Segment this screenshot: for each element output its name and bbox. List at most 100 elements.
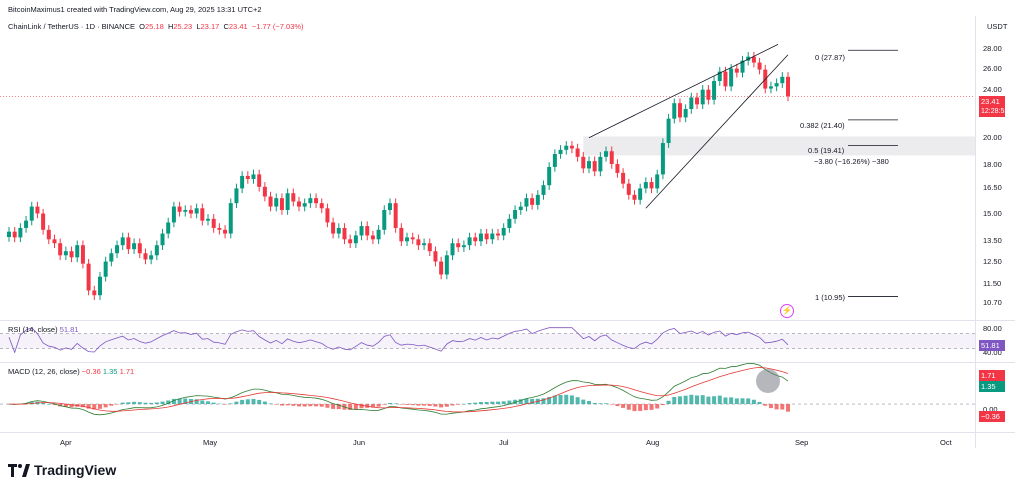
macd-histogram-bar xyxy=(734,398,739,405)
candle-body xyxy=(712,81,717,100)
candle-body xyxy=(513,210,518,219)
macd-histogram-bar xyxy=(643,404,648,411)
measure-label: −3.80 (−16.26%) −380 xyxy=(814,157,889,166)
candle-body xyxy=(80,245,85,264)
macd-histogram-bar xyxy=(672,396,677,405)
candle-body xyxy=(342,227,347,240)
macd-histogram-bar xyxy=(780,404,785,410)
candle-body xyxy=(291,193,296,202)
macd-histogram-bar xyxy=(768,404,773,409)
price-tick-label: 18.00 xyxy=(983,160,1002,170)
candle-body xyxy=(274,198,279,207)
tradingview-logo[interactable]: TradingView xyxy=(8,462,116,478)
x-label-jun: Jun xyxy=(353,438,366,447)
candle-body xyxy=(348,239,353,244)
price-tick-label: 10.70 xyxy=(983,297,1002,307)
macd-histogram-bar xyxy=(109,404,114,406)
macd-histogram-bar xyxy=(626,404,631,410)
macd-histogram-bar xyxy=(92,404,97,410)
macd-histogram-bar xyxy=(177,398,182,405)
macd-histogram-bar xyxy=(314,404,319,407)
candle-body xyxy=(717,71,722,82)
price-tick-label: 12.50 xyxy=(983,256,1002,266)
macd-histogram-bar xyxy=(558,394,563,405)
macd-histogram-bar xyxy=(586,401,591,405)
change-value: −1.77 (−7.03%) xyxy=(251,22,304,31)
candle-body xyxy=(427,243,432,252)
candle-body xyxy=(75,245,80,258)
candle-body xyxy=(490,233,495,240)
candle-body xyxy=(621,172,626,184)
macd-histogram-bar xyxy=(376,404,381,407)
macd-histogram-bar xyxy=(257,399,262,405)
macd-line-value: 1.35 xyxy=(102,367,118,376)
lightning-icon[interactable]: ⚡ xyxy=(780,304,794,318)
macd-histogram-bar xyxy=(319,404,324,407)
rsi-pane-divider[interactable] xyxy=(0,320,1015,321)
candle-body xyxy=(660,143,665,175)
fib-label-1: 1 (10.95) xyxy=(815,293,846,302)
close-label: C xyxy=(223,22,229,31)
macd-histogram-bar xyxy=(632,404,637,412)
macd-histogram-bar xyxy=(115,404,120,405)
candle-body xyxy=(149,255,154,260)
macd-histogram-bar xyxy=(405,404,410,405)
macd-histogram-bar xyxy=(234,401,239,405)
candle-body xyxy=(382,210,387,230)
macd-histogram-bar xyxy=(410,404,415,406)
macd-histogram-bar xyxy=(416,404,421,406)
x-label-aug: Aug xyxy=(646,438,660,447)
candle-body xyxy=(558,149,563,155)
candle-body xyxy=(416,239,421,246)
candles xyxy=(0,51,975,301)
macd-histogram-bar xyxy=(638,404,643,411)
candle-body xyxy=(115,245,120,254)
macd-histogram-bar xyxy=(592,402,597,405)
macd-histogram-bar xyxy=(211,402,216,405)
crossover-marker xyxy=(756,369,780,393)
candle-body xyxy=(433,251,438,262)
candle-body xyxy=(786,76,790,97)
macd-histogram-bar xyxy=(541,398,546,405)
macd-histogram-bar xyxy=(484,401,489,405)
macd-histogram-bar xyxy=(729,397,734,405)
macd-histogram-bar xyxy=(575,397,580,405)
candle-body xyxy=(314,198,319,204)
candle-body xyxy=(262,186,267,197)
macd-histogram-bar xyxy=(467,403,472,405)
candle-body xyxy=(194,208,199,214)
candle-body xyxy=(700,89,705,105)
candle-body xyxy=(746,56,751,61)
macd-legend: MACD (12, 26, close) −0.36 1.35 1.71 xyxy=(8,367,134,376)
candle-body xyxy=(484,233,489,240)
rsi-value: 51.81 xyxy=(59,325,79,334)
candle-body xyxy=(92,290,97,296)
candle-body xyxy=(46,229,51,240)
candle-body xyxy=(422,243,427,246)
macd-pane-divider[interactable] xyxy=(0,362,1015,363)
price-tick-label: 26.00 xyxy=(983,63,1002,73)
macd-histogram-bar xyxy=(683,395,688,405)
candle-body xyxy=(353,235,358,244)
candle-body xyxy=(461,245,466,248)
macd-histogram-bar xyxy=(695,395,700,405)
candle-body xyxy=(780,76,785,84)
candle-body xyxy=(740,60,745,73)
candle-body xyxy=(444,255,449,275)
fib-zone xyxy=(583,136,975,156)
macd-histogram-bar xyxy=(677,396,682,405)
candle-body xyxy=(285,193,290,211)
countdown-badge: 12:28:53 xyxy=(979,106,1009,117)
rising-wedge xyxy=(588,44,789,209)
rsi-level-lower: 40.00 xyxy=(983,348,1002,357)
macd-histogram-bar xyxy=(689,394,694,405)
candle-body xyxy=(478,233,483,242)
candle-body xyxy=(240,175,245,189)
macd-histogram-bar xyxy=(569,395,574,405)
candle-body xyxy=(410,237,415,240)
candle-body xyxy=(496,233,501,236)
symbol-name: ChainLink / TetherUS · 1D · BINANCE xyxy=(8,22,135,31)
candle-body xyxy=(177,206,182,212)
macd-histogram-bar xyxy=(183,398,188,405)
